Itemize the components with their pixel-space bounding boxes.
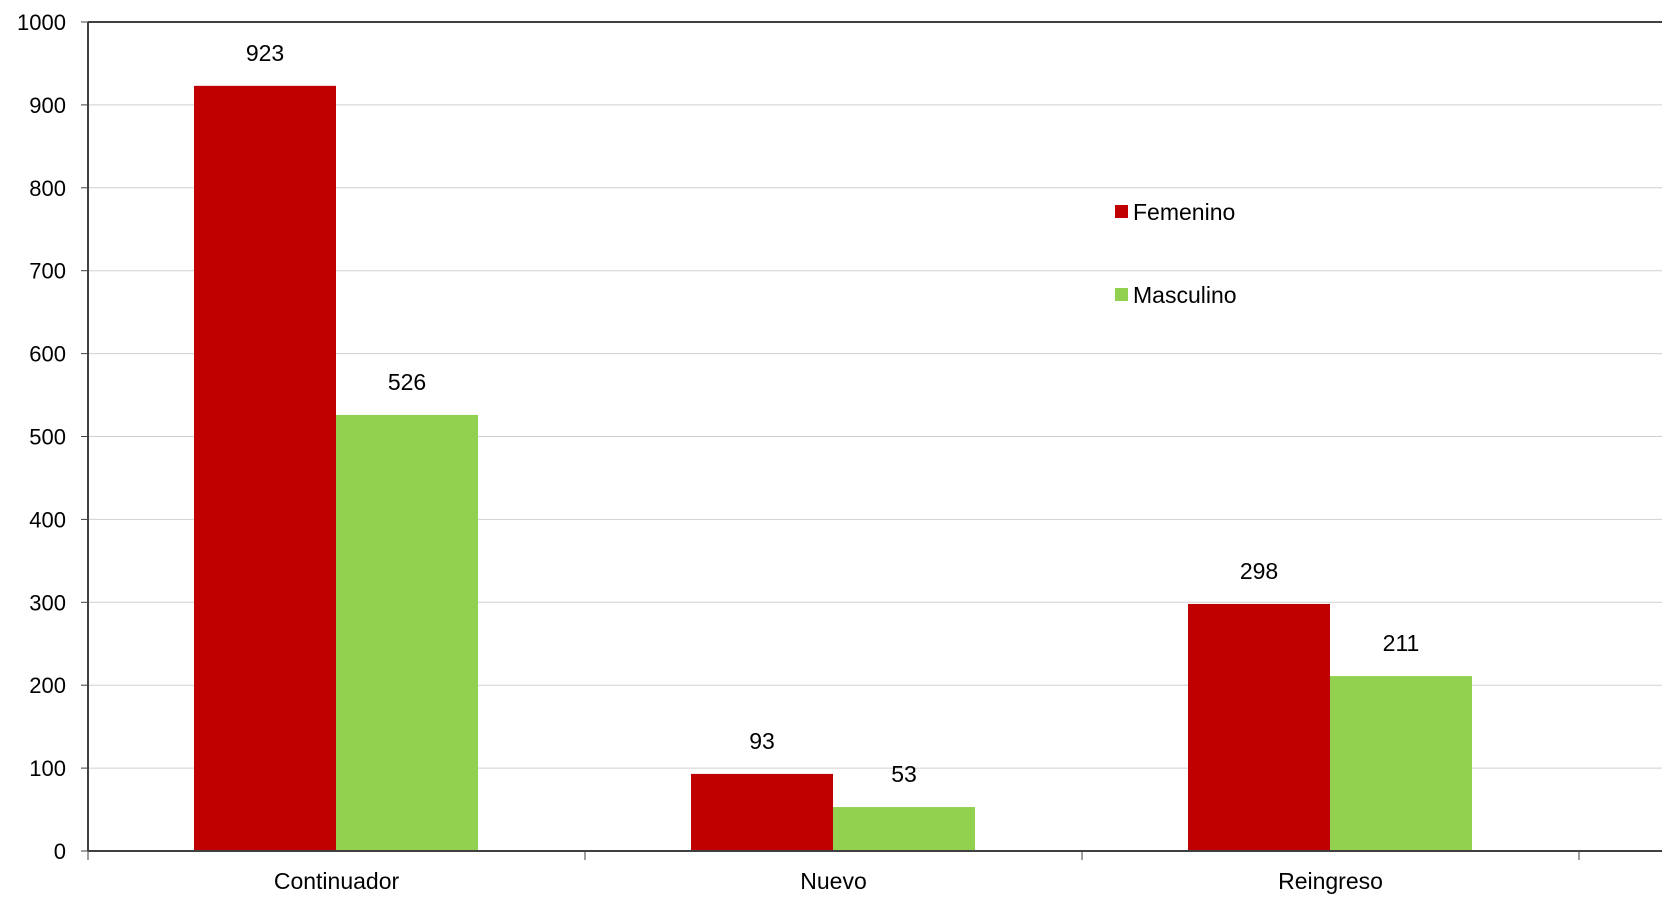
legend: Femenino Masculino (1115, 199, 1237, 308)
legend-swatch-masculino (1115, 288, 1128, 301)
y-tick-label: 700 (29, 259, 66, 284)
y-tick-label: 600 (29, 342, 66, 367)
data-labels: 923 526 93 53 298 211 (246, 40, 1420, 787)
legend-label-masculino: Masculino (1133, 282, 1237, 308)
bars (194, 85, 1472, 851)
bar-masculino-continuador (336, 414, 478, 851)
y-tick-label: 300 (29, 590, 66, 615)
x-category-label: Reingreso (1278, 868, 1383, 894)
legend-label-femenino: Femenino (1133, 199, 1235, 225)
y-tick-label: 1000 (17, 10, 66, 35)
data-label: 298 (1240, 558, 1278, 584)
data-label: 923 (246, 40, 284, 66)
y-tick-label: 0 (54, 839, 66, 864)
y-tick-label: 500 (29, 425, 66, 450)
y-tick-label: 400 (29, 507, 66, 532)
data-label: 211 (1383, 630, 1420, 656)
y-tick-label: 800 (29, 176, 66, 201)
data-label: 53 (891, 761, 917, 787)
x-category-label: Nuevo (800, 868, 866, 894)
y-tick-label: 100 (29, 756, 66, 781)
data-label: 93 (749, 728, 775, 754)
bar-femenino-reingreso (1188, 603, 1330, 851)
y-tick-label: 900 (29, 93, 66, 118)
x-category-label: Continuador (274, 868, 400, 894)
legend-swatch-femenino (1115, 205, 1128, 218)
y-tick-label: 200 (29, 673, 66, 698)
bar-masculino-nuevo (833, 807, 975, 851)
bar-femenino-continuador (194, 85, 336, 851)
bar-masculino-reingreso (1330, 676, 1472, 851)
data-label: 526 (388, 369, 426, 395)
axes: 0 100 200 300 400 500 600 700 800 900 1000 Continua… (17, 10, 1662, 894)
bar-femenino-nuevo (691, 773, 833, 851)
